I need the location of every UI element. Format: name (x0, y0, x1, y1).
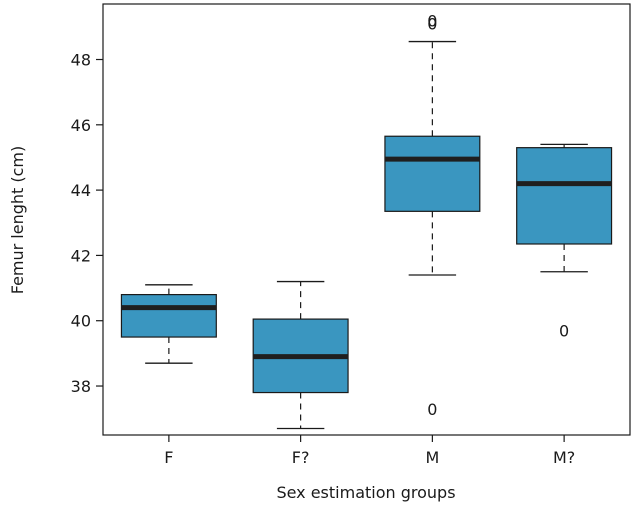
box-group: 0 (516, 143, 613, 341)
y-tick-label: 46 (71, 116, 91, 135)
y-axis-label: Femur lenght (cm) (8, 146, 27, 295)
box-group (252, 280, 349, 430)
y-tick-label: 40 (71, 312, 91, 331)
x-axis-label: Sex estimation groups (276, 483, 455, 502)
x-tick-label: M (425, 448, 439, 467)
plot-frame (102, 3, 631, 436)
y-tick-label: 42 (71, 246, 91, 265)
y-tick-label: 44 (71, 181, 91, 200)
outlier-point: 0 (427, 400, 437, 419)
box (120, 293, 217, 338)
box (384, 135, 481, 212)
x-tick-label: M? (553, 448, 575, 467)
box-group (120, 284, 217, 364)
y-axis: 38 40 42 44 46 48 (71, 51, 103, 396)
x-axis: F F? M M? (164, 435, 575, 467)
outlier-point: 0 (427, 11, 437, 30)
y-tick-label: 38 (71, 377, 91, 396)
x-tick-label: F (164, 448, 173, 467)
outlier-point: 0 (559, 322, 569, 341)
box (516, 147, 613, 245)
box-group: 000 (384, 11, 481, 419)
y-tick-label: 48 (71, 51, 91, 70)
x-tick-label: F? (292, 448, 310, 467)
outlier-point: 0 (427, 15, 437, 34)
